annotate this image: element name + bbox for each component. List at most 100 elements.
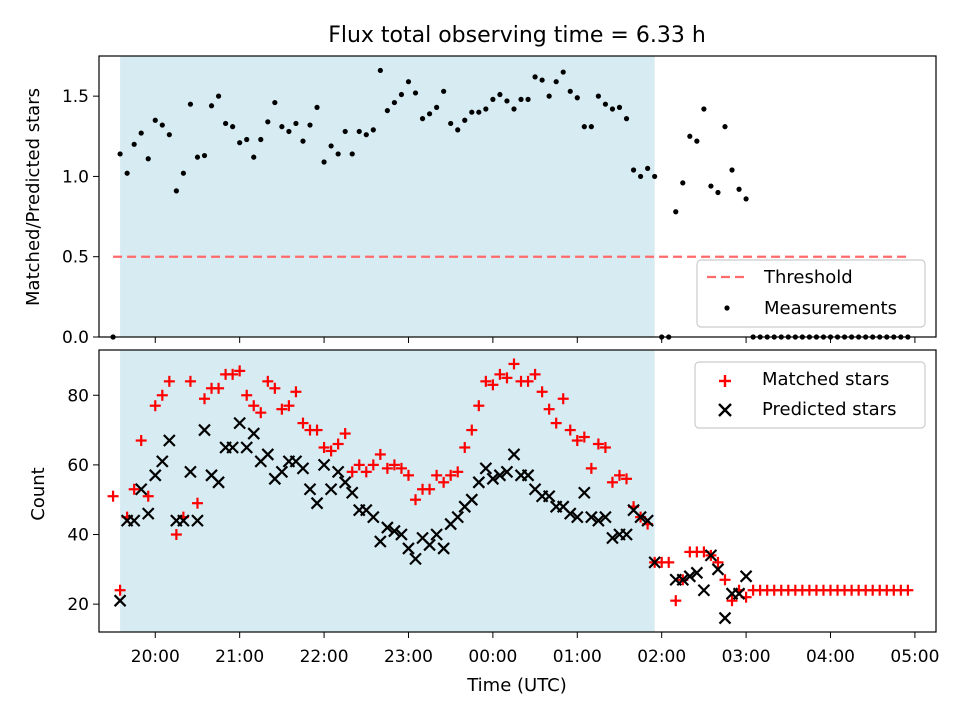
x-stroke-b	[310, 496, 324, 510]
x-tick-label: 03:00	[722, 647, 771, 667]
measurement-point	[300, 138, 306, 144]
x-stroke-b	[683, 570, 697, 583]
measurement-point	[637, 173, 644, 180]
matched-star-point	[473, 400, 485, 412]
predicted-star-point	[324, 482, 338, 496]
measurement-point	[370, 127, 376, 133]
measurement-point	[694, 138, 700, 144]
x-tick-label: 01:00	[553, 647, 602, 667]
matched-star-point	[494, 368, 506, 380]
measurement-point	[574, 95, 580, 101]
x-stroke-b	[676, 573, 690, 587]
predicted-star-point	[338, 476, 352, 489]
predicted-star-point	[177, 514, 190, 527]
measurement-point	[560, 69, 566, 75]
x-stroke-b	[528, 482, 542, 496]
x-stroke-b	[275, 465, 289, 479]
measurement-point	[708, 183, 714, 189]
matched-star-point	[234, 365, 246, 377]
predicted-star-point	[711, 563, 725, 576]
predicted-star-point	[479, 462, 493, 475]
bottom-legend-box	[694, 361, 926, 429]
matched-star-point	[663, 556, 675, 568]
measurement-point	[117, 151, 123, 157]
measurement-point	[335, 151, 341, 157]
matched-star-point	[452, 466, 464, 478]
matched-star-point	[670, 595, 682, 607]
predicted-star-point	[191, 514, 204, 527]
predicted-star-point	[409, 552, 422, 566]
measurement-point	[321, 159, 327, 165]
predicted-star-point	[134, 482, 148, 496]
measurement-point	[223, 120, 229, 127]
predicted-star-point	[226, 441, 239, 454]
measurement-point	[581, 124, 587, 130]
x-stroke-b	[486, 472, 500, 486]
measurement-point	[504, 98, 510, 104]
x-stroke-b	[359, 503, 373, 517]
x-tick-label: 02:00	[637, 647, 686, 667]
x-stroke-b	[697, 583, 711, 597]
predicted-star-point	[423, 538, 436, 552]
x-stroke-b	[240, 441, 253, 454]
predicted-star-point	[732, 587, 746, 600]
matched-star-point	[902, 584, 914, 596]
x-stroke-b	[177, 514, 190, 527]
matched-star-point	[445, 469, 457, 481]
predicted-star-point	[331, 465, 345, 479]
measurement-point	[455, 127, 461, 133]
x-stroke-b	[184, 465, 197, 479]
matched-star-point	[459, 441, 471, 453]
bottom-shaded-span	[120, 350, 655, 632]
measurement-point	[645, 165, 651, 171]
matched-star-point	[536, 386, 548, 398]
matched-star-point	[276, 403, 288, 415]
measurement-point	[729, 167, 735, 173]
predicted-star-point	[683, 570, 697, 583]
measurement-point	[588, 124, 594, 130]
predicted-star-point	[585, 510, 598, 524]
measurement-point	[391, 99, 398, 106]
matched-star-point	[184, 375, 196, 387]
measurement-point	[237, 140, 243, 146]
measurement-point	[476, 109, 482, 115]
matched-star-point	[543, 403, 555, 415]
measurement-point	[279, 124, 285, 130]
predicted-star-point	[381, 521, 394, 534]
matched-star-point	[585, 462, 597, 474]
measurement-point	[363, 132, 369, 138]
legend-measurements-label: Measurements	[764, 298, 897, 319]
measurement-point	[307, 122, 313, 128]
predicted-star-point	[718, 611, 732, 625]
measurement-point	[286, 128, 292, 135]
y-tick-label: 0.5	[62, 248, 89, 268]
predicted-star-point	[542, 489, 556, 503]
predicted-star-point	[233, 416, 246, 430]
matched-star-point	[480, 375, 492, 387]
predicted-star-point	[156, 455, 169, 468]
predicted-star-point	[127, 514, 141, 527]
x-stroke-b	[465, 493, 479, 506]
x-stroke-b	[303, 482, 317, 496]
predicted-star-point	[634, 510, 647, 524]
x-stroke-b	[395, 528, 408, 541]
predicted-star-point	[345, 486, 359, 500]
matched-star-point	[712, 556, 724, 568]
x-stroke-b	[732, 587, 746, 600]
matched-star-point	[501, 372, 513, 384]
matched-star-point	[395, 462, 407, 474]
measurement-point	[673, 209, 679, 215]
x-stroke-b	[634, 510, 647, 524]
x-stroke-b	[388, 524, 401, 538]
matched-star-point	[424, 483, 436, 495]
x-stroke-b	[416, 531, 429, 545]
x-stroke-b	[718, 611, 732, 625]
measurement-point	[166, 132, 172, 138]
measurement-point	[272, 99, 278, 106]
predicted-star-point	[500, 465, 514, 479]
matched-star-point	[353, 459, 365, 471]
y-tick-label: 20	[67, 595, 89, 615]
x-stroke-b	[317, 458, 331, 472]
x-stroke-b	[296, 462, 310, 475]
